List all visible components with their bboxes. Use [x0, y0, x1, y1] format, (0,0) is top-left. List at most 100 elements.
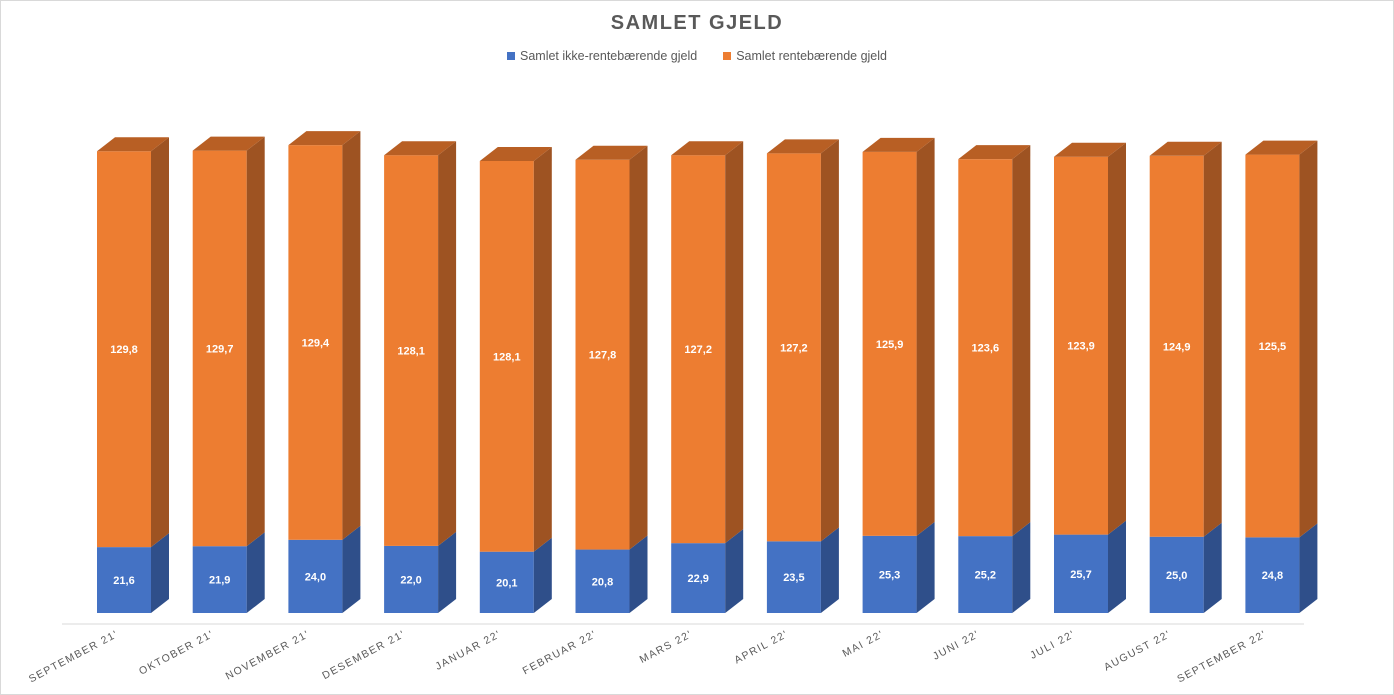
- data-label-ikke-rentebaerende-0: 21,6: [113, 575, 134, 587]
- bar-top-rentebaerende-9: [958, 145, 1031, 160]
- legend-swatch-rentebaerende: [723, 52, 732, 60]
- bar-rentebaerende-0: [97, 151, 151, 548]
- bar-rentebaerende-10: [1054, 156, 1108, 535]
- data-label-ikke-rentebaerende-9: 25,2: [975, 570, 996, 582]
- bar-top-rentebaerende-6: [671, 141, 744, 156]
- bar-side-rentebaerende-8: [916, 137, 935, 536]
- bar-side-rentebaerende-7: [820, 139, 839, 542]
- bar-side-rentebaerende-11: [1203, 141, 1222, 537]
- legend: Samlet ikke-rentebærende gjeld Samlet re…: [0, 49, 1394, 63]
- x-tick-label-10: JULI 22': [1028, 628, 1077, 662]
- x-tick-label-0: SEPTEMBER 21': [27, 628, 121, 685]
- bar-side-ikke-rentebaerende-7: [820, 527, 839, 613]
- data-label-ikke-rentebaerende-2: 24,0: [305, 571, 326, 583]
- data-label-ikke-rentebaerende-5: 20,8: [592, 576, 613, 588]
- x-tick-label-8: MAI 22': [841, 628, 886, 660]
- bar-side-ikke-rentebaerende-6: [725, 529, 744, 613]
- bar-rentebaerende-1: [192, 150, 247, 547]
- bar-side-ikke-rentebaerende-0: [151, 533, 169, 613]
- bar-top-rentebaerende-2: [288, 131, 361, 146]
- data-label-rentebaerende-4: 128,1: [493, 351, 521, 363]
- bar-side-rentebaerende-6: [725, 141, 744, 544]
- bar-top-rentebaerende-12: [1245, 140, 1318, 155]
- data-label-rentebaerende-5: 127,8: [589, 350, 617, 362]
- data-label-ikke-rentebaerende-11: 25,0: [1166, 570, 1187, 582]
- bar-ikke-rentebaerende-12: [1245, 537, 1300, 613]
- bar-rentebaerende-5: [575, 159, 630, 550]
- bar-ikke-rentebaerende-2: [288, 539, 343, 613]
- data-label-rentebaerende-11: 124,9: [1163, 341, 1191, 353]
- bar-top-rentebaerende-7: [766, 139, 839, 154]
- bar-top-rentebaerende-5: [575, 145, 648, 160]
- bar-side-rentebaerende-10: [1108, 142, 1126, 535]
- bar-rentebaerende-4: [479, 160, 534, 552]
- x-tick-label-4: JANUAR 22': [433, 628, 503, 673]
- data-label-ikke-rentebaerende-6: 22,9: [687, 573, 708, 585]
- bar-side-ikke-rentebaerende-12: [1299, 523, 1318, 613]
- bar-ikke-rentebaerende-3: [384, 545, 439, 613]
- bar-top-rentebaerende-10: [1054, 142, 1126, 157]
- bar-ikke-rentebaerende-7: [766, 541, 821, 613]
- bar-top-rentebaerende-8: [862, 137, 935, 152]
- data-label-rentebaerende-8: 125,9: [876, 339, 904, 351]
- bar-ikke-rentebaerende-4: [479, 551, 534, 613]
- x-tick-label-9: JUNI 22': [931, 628, 982, 663]
- data-label-rentebaerende-1: 129,7: [206, 343, 234, 355]
- bar-side-rentebaerende-3: [438, 141, 457, 546]
- bar-rentebaerende-8: [862, 151, 917, 536]
- data-label-ikke-rentebaerende-3: 22,0: [400, 574, 421, 586]
- bar-side-ikke-rentebaerende-10: [1108, 520, 1126, 613]
- bar-rentebaerende-6: [671, 155, 726, 544]
- bar-side-ikke-rentebaerende-3: [438, 531, 457, 613]
- legend-swatch-ikke-rentebaerende: [507, 52, 515, 60]
- bar-ikke-rentebaerende-5: [575, 549, 630, 613]
- bar-side-rentebaerende-5: [629, 145, 648, 550]
- bar-ikke-rentebaerende-8: [862, 535, 917, 613]
- bar-side-ikke-rentebaerende-9: [1012, 522, 1031, 613]
- x-tick-label-12: SEPTEMBER 22': [1175, 628, 1269, 685]
- bar-side-ikke-rentebaerende-4: [533, 537, 552, 613]
- chart-title: SAMLET GJELD: [610, 12, 784, 34]
- data-label-ikke-rentebaerende-1: 21,9: [209, 575, 230, 587]
- bar-ikke-rentebaerende-1: [192, 546, 247, 613]
- bar-ikke-rentebaerende-11: [1149, 536, 1204, 613]
- bar-ikke-rentebaerende-9: [958, 536, 1013, 613]
- bar-top-rentebaerende-1: [192, 136, 265, 151]
- bar-ikke-rentebaerende-0: [97, 547, 151, 613]
- x-tick-label-7: APRIL 22': [732, 628, 790, 666]
- data-label-ikke-rentebaerende-12: 24,8: [1262, 570, 1283, 582]
- bar-side-rentebaerende-0: [151, 137, 169, 548]
- bar-ikke-rentebaerende-6: [671, 543, 726, 613]
- x-tick-label-11: AUGUST 22': [1102, 628, 1173, 673]
- x-tick-label-6: MARS 22': [638, 628, 695, 666]
- data-label-rentebaerende-2: 129,4: [302, 337, 330, 349]
- x-tick-label-5: FEBRUAR 22': [521, 628, 599, 677]
- bar-side-ikke-rentebaerende-5: [629, 535, 648, 613]
- bar-rentebaerende-12: [1245, 154, 1300, 538]
- data-label-rentebaerende-10: 123,9: [1067, 341, 1095, 353]
- x-tick-label-1: OKTOBER 21': [137, 628, 216, 678]
- bar-side-ikke-rentebaerende-11: [1203, 522, 1222, 613]
- bar-side-rentebaerende-2: [342, 131, 361, 540]
- data-label-rentebaerende-7: 127,2: [780, 342, 808, 354]
- legend-item-ikke-rentebaerende: Samlet ikke-rentebærende gjeld: [507, 49, 697, 63]
- bar-rentebaerende-2: [288, 145, 343, 540]
- data-label-rentebaerende-3: 128,1: [397, 346, 425, 358]
- bar-top-rentebaerende-3: [384, 141, 457, 156]
- bar-top-rentebaerende-11: [1149, 141, 1222, 156]
- data-label-ikke-rentebaerende-10: 25,7: [1070, 569, 1091, 581]
- bar-top-rentebaerende-0: [97, 137, 169, 152]
- data-label-ikke-rentebaerende-4: 20,1: [496, 577, 517, 589]
- bar-ikke-rentebaerende-10: [1054, 534, 1108, 613]
- data-label-ikke-rentebaerende-7: 23,5: [783, 572, 804, 584]
- bar-rentebaerende-7: [766, 153, 821, 542]
- bar-side-ikke-rentebaerende-1: [246, 532, 265, 613]
- legend-label-ikke-rentebaerende: Samlet ikke-rentebærende gjeld: [520, 49, 698, 63]
- bar-rentebaerende-3: [384, 155, 439, 546]
- bar-top-rentebaerende-4: [479, 146, 552, 161]
- bar-rentebaerende-11: [1149, 155, 1204, 537]
- bar-side-rentebaerende-12: [1299, 140, 1318, 538]
- bar-rentebaerende-9: [958, 159, 1013, 537]
- data-label-rentebaerende-12: 125,5: [1259, 341, 1287, 353]
